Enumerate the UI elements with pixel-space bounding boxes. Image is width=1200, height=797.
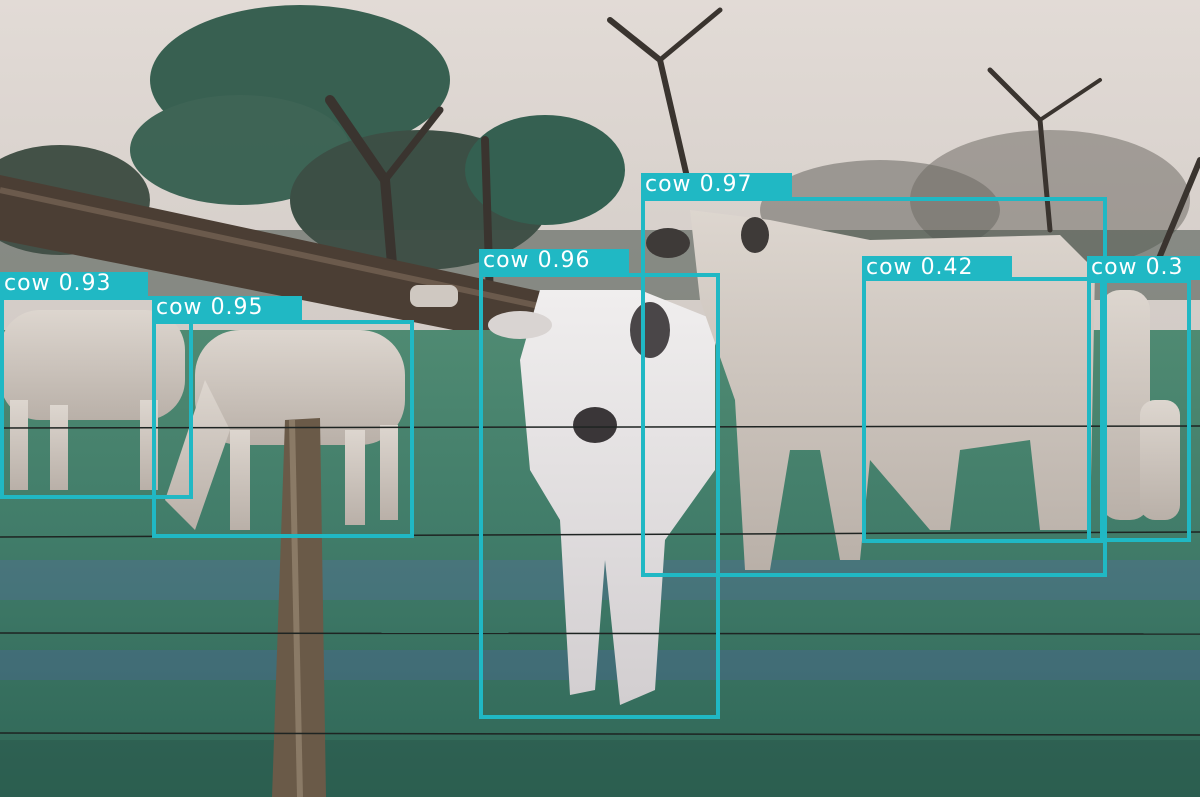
grass-texture bbox=[0, 560, 1200, 797]
cow-grazing bbox=[165, 330, 405, 530]
detection-label: cow 0.96 bbox=[479, 249, 629, 273]
detection-label: cow 0.42 bbox=[862, 256, 1012, 280]
detection-label: cow 0.95 bbox=[152, 296, 302, 320]
cow-large-right bbox=[646, 210, 1180, 570]
detection-label: cow 0.93 bbox=[0, 272, 148, 296]
detection-label: cow 0.97 bbox=[641, 173, 792, 197]
fence-post bbox=[272, 418, 326, 797]
detection-label: cow 0.3 bbox=[1087, 256, 1200, 280]
cow-distant bbox=[410, 285, 458, 307]
cow-front-calf bbox=[488, 290, 715, 705]
tree-trunks bbox=[325, 7, 1200, 305]
